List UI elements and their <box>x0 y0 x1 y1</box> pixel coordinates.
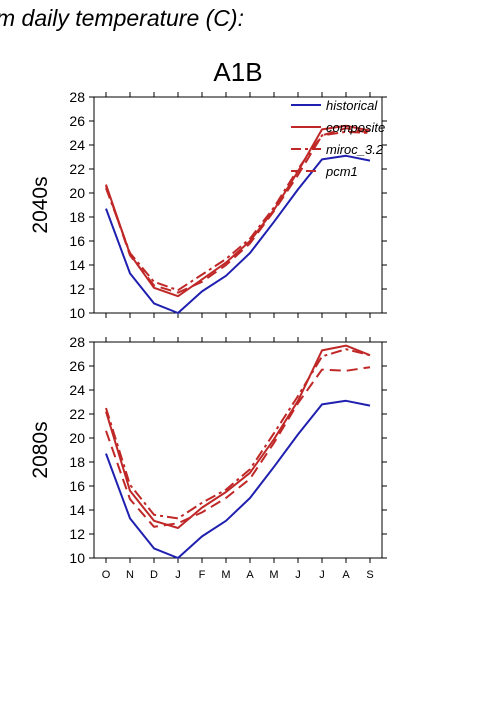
x-tick-label: S <box>366 569 373 581</box>
series-line-composite <box>105 124 371 298</box>
chart-title: A1B <box>213 57 262 87</box>
panel-2080s: 10 12 14 16 18 20 22 24 26 28 O N D J F M A M J J A S 2080s <box>29 334 387 581</box>
series-line-historical <box>105 154 371 314</box>
x-tick-label: A <box>342 569 350 581</box>
series-line-pcm1 <box>105 366 371 528</box>
legend: historical composite miroc_3.2 pcm1 <box>291 98 385 179</box>
plot-frame <box>93 96 383 314</box>
chart-panels: 10 12 14 16 18 20 22 24 26 28 2040s historical compo… <box>29 89 387 581</box>
x-tick-label: O <box>102 569 111 581</box>
y-tick-label: 14 <box>69 257 85 273</box>
y-tick-label: 16 <box>69 233 85 249</box>
y-tick-label: 14 <box>69 502 85 518</box>
row-label: 2040s <box>29 176 52 233</box>
y-tick-label: 16 <box>69 478 85 494</box>
y-tick-label: 10 <box>69 305 85 321</box>
series-line-pcm1 <box>105 127 371 294</box>
y-tick-label: 20 <box>69 430 85 446</box>
y-tick-label: 12 <box>69 526 85 542</box>
y-tick-label: 18 <box>69 454 85 470</box>
y-tick-label: 20 <box>69 185 85 201</box>
x-tick-label: A <box>246 569 254 581</box>
series-line-miroc_3.2 <box>105 130 371 292</box>
page-title: m daily temperature (C): <box>0 5 244 31</box>
legend-label-miroc_3.2: miroc_3.2 <box>326 142 384 157</box>
legend-label-pcm1: pcm1 <box>325 164 358 179</box>
y-tick-label: 28 <box>69 89 85 105</box>
legend-label-composite: composite <box>326 120 385 135</box>
legend-label-historical: historical <box>326 98 378 113</box>
x-tick-label: J <box>175 569 181 581</box>
panel-2040s: 10 12 14 16 18 20 22 24 26 28 2040s historical compo… <box>29 89 387 321</box>
x-tick-label: F <box>199 569 206 581</box>
y-tick-label: 22 <box>69 406 85 422</box>
y-tick-label: 26 <box>69 113 85 129</box>
x-tick-label: M <box>221 569 230 581</box>
plot-frame <box>93 341 383 559</box>
y-tick-label: 22 <box>69 161 85 177</box>
y-tick-label: 12 <box>69 281 85 297</box>
series-line-composite <box>105 344 371 529</box>
row-label: 2080s <box>29 421 52 478</box>
x-tick-label: D <box>150 569 158 581</box>
y-tick-label: 24 <box>69 137 85 153</box>
x-tick-label: N <box>126 569 134 581</box>
y-tick-label: 26 <box>69 358 85 374</box>
x-tick-label: J <box>295 569 301 581</box>
x-tick-label: M <box>269 569 278 581</box>
series-line-historical <box>105 399 371 559</box>
y-tick-label: 18 <box>69 209 85 225</box>
y-tick-label: 24 <box>69 382 85 398</box>
x-tick-label: J <box>319 569 325 581</box>
y-tick-label: 10 <box>69 550 85 566</box>
series-line-miroc_3.2 <box>105 348 371 520</box>
y-tick-label: 28 <box>69 334 85 350</box>
